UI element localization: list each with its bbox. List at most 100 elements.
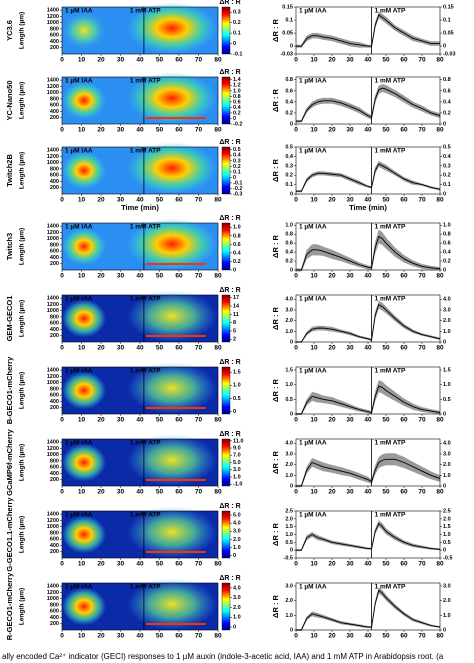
x-tick-label: 10 xyxy=(310,633,318,640)
y2-tick-label: 0.6 xyxy=(443,241,451,247)
y-tick-label: 1.0 xyxy=(285,223,293,229)
x-tick-label: 10 xyxy=(310,489,318,496)
heatmap-band xyxy=(146,551,206,553)
y2-tick-label: 2.0 xyxy=(443,516,451,522)
y-tick-label: 400 xyxy=(50,399,59,405)
y-tick-label: 200 xyxy=(50,333,59,339)
colorbar-tick-label: 0 xyxy=(233,116,236,122)
y-tick-label: 600 xyxy=(50,609,59,615)
y-tick-label: 400 xyxy=(50,39,59,45)
colorbar-tick-label: 1.0 xyxy=(233,474,241,480)
annotation: 1 mM ATP xyxy=(375,78,406,85)
colorbar-tick-label: 2.0 xyxy=(233,605,241,611)
x-tick-label: 50 xyxy=(382,197,390,204)
x-tick-label: 20 xyxy=(328,57,336,64)
x-tick-label: 20 xyxy=(97,57,105,64)
annotation: 1 µM IAA xyxy=(299,148,327,155)
y2-tick-label: 1.5 xyxy=(443,524,451,530)
y-axis-label: ΔR : R xyxy=(271,594,280,617)
y-axis-label: ΔR : R xyxy=(271,450,280,473)
x-tick-label: 20 xyxy=(328,561,336,568)
x-tick-label: 70 xyxy=(195,561,203,568)
x-tick-label: 60 xyxy=(175,127,183,134)
x-tick-label: 0 xyxy=(294,197,298,204)
y2-tick-label: 2.0 xyxy=(443,318,451,324)
y-axis-label: ΔR : R xyxy=(271,88,280,111)
y-tick-label: 1200 xyxy=(47,446,59,452)
x-tick-label: 40 xyxy=(136,489,144,496)
heatmap-blob xyxy=(62,81,106,120)
colorbar-tick-label: 0 xyxy=(233,409,236,415)
colorbar-tick-label: 0 xyxy=(233,267,236,273)
heatmap-blob xyxy=(127,218,217,270)
colorbar-title: ΔR : R xyxy=(219,139,240,146)
annotation: 1 mM ATP xyxy=(130,78,161,85)
x-tick-label: 30 xyxy=(346,197,354,204)
x-tick-label: 70 xyxy=(418,633,426,640)
x-tick-label: 60 xyxy=(175,489,183,496)
colorbar xyxy=(221,438,231,487)
y-axis-label: Length (µm) xyxy=(19,444,26,481)
y-tick-label: 1400 xyxy=(47,8,59,14)
y-tick-label: 600 xyxy=(50,103,59,109)
annotation: 1 mM ATP xyxy=(130,8,161,15)
y2-tick-label: 0.5 xyxy=(443,144,451,150)
heatmap-blob xyxy=(127,506,217,558)
x-tick-label: 70 xyxy=(418,489,426,496)
annotation: 1 mM ATP xyxy=(130,512,161,519)
row-label: Twitch2B xyxy=(5,154,14,187)
y-axis-label: ΔR : R xyxy=(271,234,280,257)
y-tick-label: 4.0 xyxy=(285,441,293,447)
x-tick-label: 50 xyxy=(382,57,390,64)
heatmap-blob xyxy=(127,578,217,631)
x-tick-label: 0 xyxy=(294,633,298,640)
x-tick-label: 60 xyxy=(175,197,183,204)
y-tick-label: 600 xyxy=(50,321,59,327)
x-tick-label: 10 xyxy=(310,345,318,352)
row-label: YC-Nano50 xyxy=(5,80,14,120)
colorbar xyxy=(221,582,231,631)
x-tick-label: 10 xyxy=(78,57,86,64)
x-tick-label: 50 xyxy=(156,127,164,134)
heatmap-blob xyxy=(127,290,217,342)
y-tick-label: 400 xyxy=(50,615,59,621)
colorbar xyxy=(221,366,231,415)
heatmap-blob xyxy=(62,515,106,554)
colorbar-tick-label: 3.0 xyxy=(233,529,241,535)
plot-frame xyxy=(295,76,441,125)
colorbar-title: ΔR : R xyxy=(219,69,240,76)
x-tick-label: 60 xyxy=(175,57,183,64)
colorbar-tick-label: 1.0 xyxy=(233,88,241,94)
y-tick-label: 3.0 xyxy=(285,451,293,457)
annotation: 1 mM ATP xyxy=(130,584,161,591)
x-tick-label: 80 xyxy=(214,489,222,496)
y-tick-label: 1.5 xyxy=(285,367,293,373)
y-tick-label: 0 xyxy=(290,44,293,50)
y2-tick-label: 4.0 xyxy=(443,297,451,303)
y-tick-label: 400 xyxy=(50,327,59,333)
error-band xyxy=(306,391,313,406)
x-tick-label: 40 xyxy=(364,633,372,640)
y2-tick-label: 0.1 xyxy=(443,18,451,24)
colorbar xyxy=(221,510,231,559)
colorbar-tick-label: 0.2 xyxy=(233,259,241,265)
colorbar-tick-label: 0.6 xyxy=(233,242,241,248)
y-tick-label: 1000 xyxy=(47,20,59,26)
colorbar-tick-label: 0.1 xyxy=(233,31,241,37)
y-tick-label: 1.0 xyxy=(285,382,293,388)
y2-tick-label: 0.15 xyxy=(443,4,454,10)
x-tick-label: 30 xyxy=(117,417,125,424)
y-tick-label: 4.0 xyxy=(285,297,293,303)
y-tick-label: 1400 xyxy=(47,512,59,518)
colorbar xyxy=(221,76,231,125)
y-tick-label: 400 xyxy=(50,109,59,115)
x-tick-label: 60 xyxy=(400,197,408,204)
x-tick-label: 10 xyxy=(310,197,318,204)
x-tick-label: 20 xyxy=(328,273,336,280)
y-tick-label: 1200 xyxy=(47,154,59,160)
y-tick-label: 0 xyxy=(290,627,293,633)
annotation: 1 mM ATP xyxy=(375,296,406,303)
x-tick-label: 0 xyxy=(60,633,64,640)
x-tick-label: 40 xyxy=(136,417,144,424)
y2-tick-label: -0.5 xyxy=(443,555,452,561)
